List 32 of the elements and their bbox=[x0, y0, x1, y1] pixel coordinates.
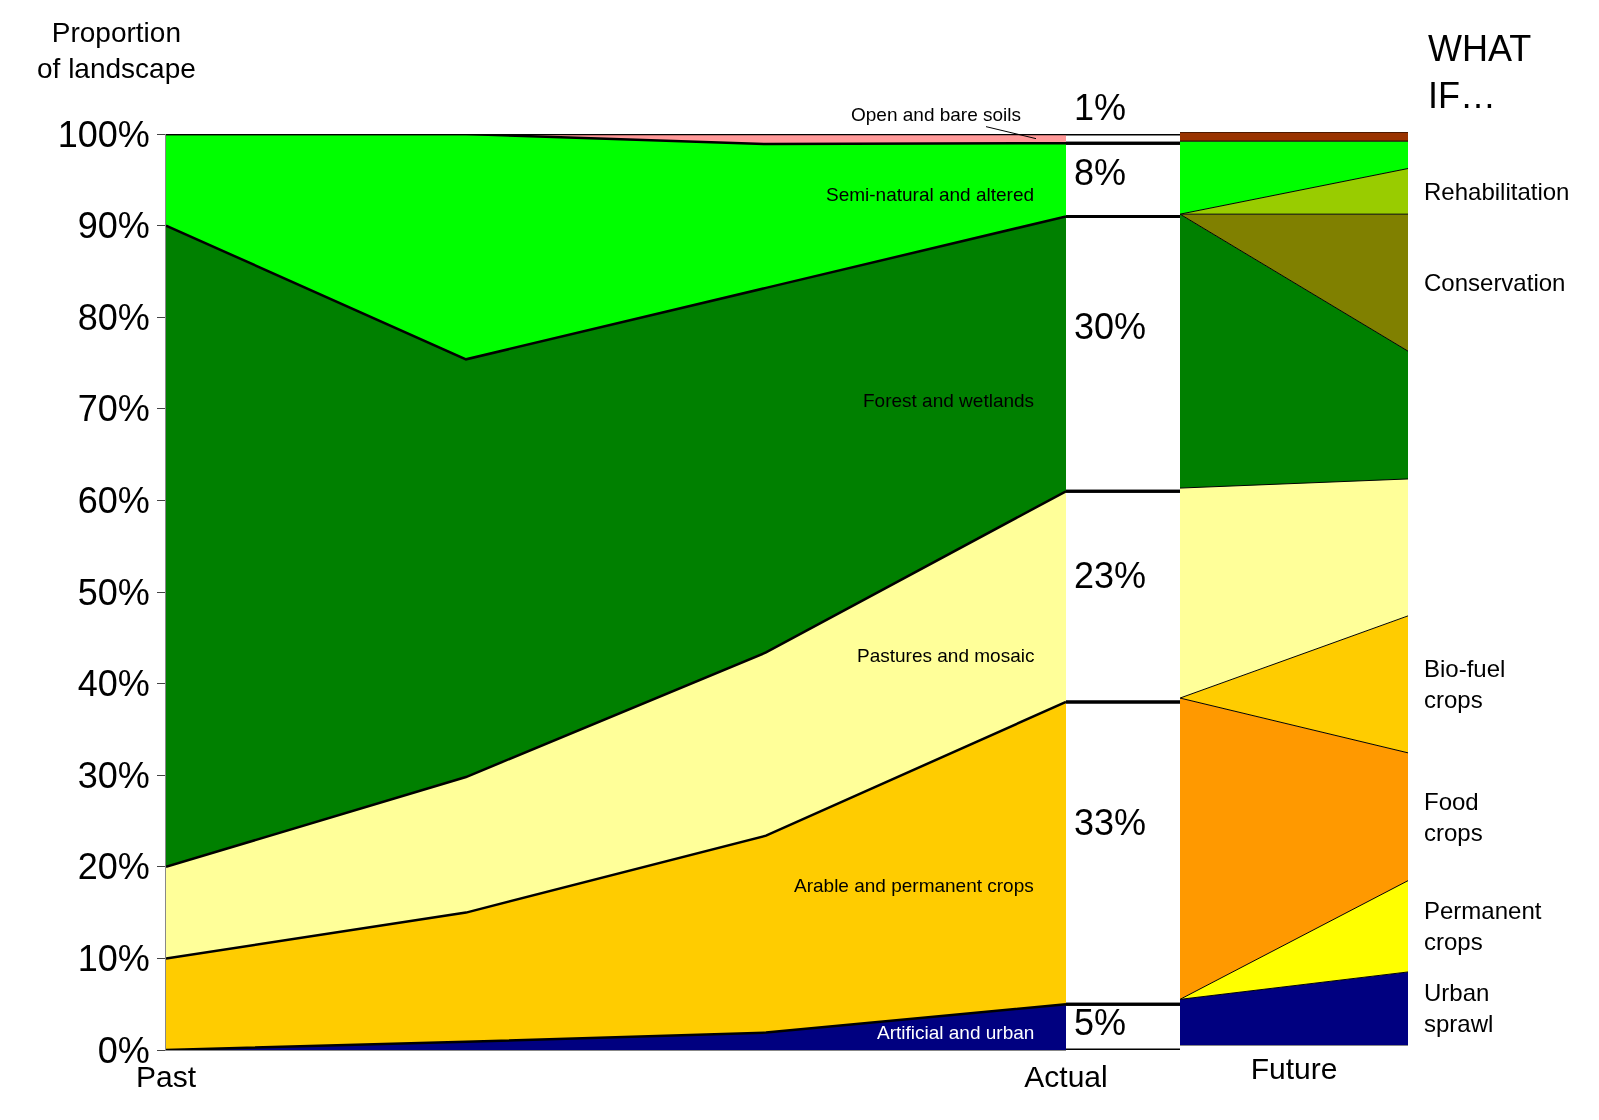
y-axis-title: Proportion of landscape bbox=[37, 17, 196, 85]
series-label: Conservation bbox=[1424, 269, 1566, 296]
series-label: Pastures and mosaic bbox=[857, 645, 1035, 666]
series-label: Open and bare soils bbox=[851, 104, 1022, 125]
y-tick-label: 30% bbox=[77, 754, 150, 796]
series-label: Urban sprawl bbox=[1424, 979, 1494, 1038]
x-tick-label: Actual bbox=[1024, 1060, 1108, 1093]
y-tick-label: 50% bbox=[77, 571, 150, 613]
y-tick-label: 10% bbox=[77, 938, 150, 979]
y-tick-label: 70% bbox=[77, 388, 150, 430]
data-label: 1% bbox=[1074, 87, 1127, 128]
x-axis-title: Future bbox=[1250, 1051, 1338, 1085]
data-label: 30% bbox=[1074, 306, 1147, 347]
series-label: Food crops bbox=[1424, 788, 1483, 847]
y-tick-label: 80% bbox=[77, 296, 150, 338]
y-tick-label: 40% bbox=[77, 663, 150, 705]
chart-title: WHAT IF… bbox=[1428, 28, 1532, 116]
series-label: Rehabilitation bbox=[1424, 178, 1570, 205]
y-tick-label: 90% bbox=[77, 205, 150, 247]
series-label: Permanent crops bbox=[1424, 897, 1542, 956]
data-label: 33% bbox=[1074, 802, 1147, 843]
data-label: 23% bbox=[1074, 555, 1147, 596]
series-label: Semi-natural and altered bbox=[826, 184, 1035, 205]
y-tick-label: 20% bbox=[77, 846, 150, 888]
series-label: Forest and wetlands bbox=[863, 390, 1035, 411]
y-tick-label: 60% bbox=[77, 480, 150, 521]
series-label: Artificial and urban bbox=[877, 1022, 1035, 1043]
series-label: Bio-fuel crops bbox=[1424, 655, 1506, 714]
data-label: 8% bbox=[1074, 152, 1127, 193]
data-label: 5% bbox=[1074, 1002, 1127, 1043]
y-tick-label: 100% bbox=[57, 113, 150, 155]
series-label: Arable and permanent crops bbox=[794, 875, 1034, 896]
